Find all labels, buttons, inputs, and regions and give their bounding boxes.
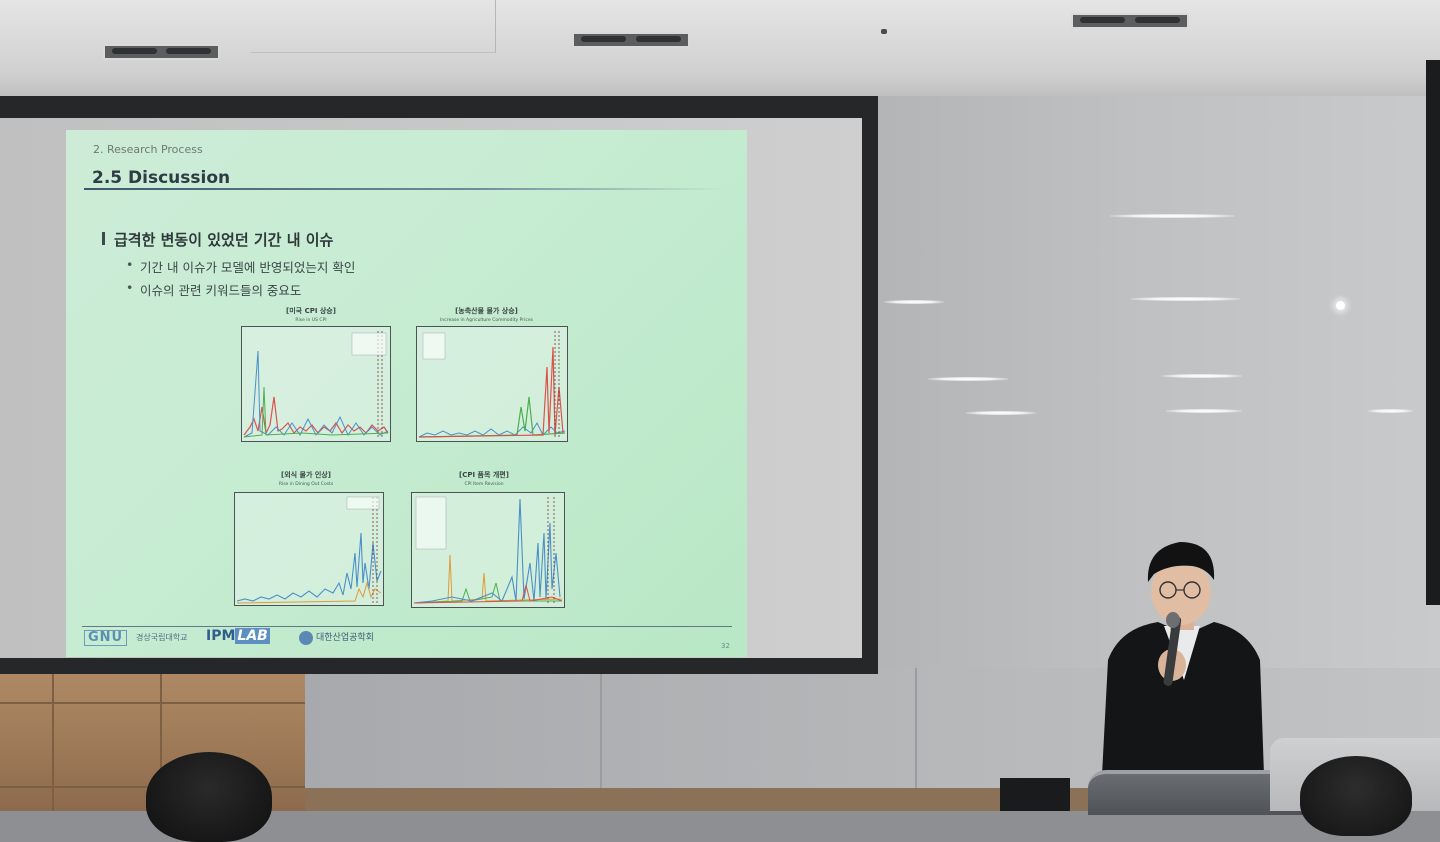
secondary-screen-edge: [1426, 60, 1440, 605]
sub-bullet: 기간 내 이슈가 모델에 반영되었는지 확인: [126, 257, 355, 276]
chart-plot-area: [411, 492, 565, 608]
presenter-hair: [1147, 542, 1215, 582]
monitor-back: [1000, 778, 1070, 811]
university-name: 경상국립대학교: [136, 633, 188, 642]
sub-bullet: 이슈의 관련 키워드들의 중요도: [126, 280, 301, 299]
ceiling-vent: [103, 44, 220, 60]
chart-dining-out: [외식 물가 인상] Rise in Dining Out Costs: [226, 470, 386, 620]
presentation-slide: 2. Research Process 2.5 Discussion 급격한 변…: [66, 130, 747, 657]
slide-title: 2.5 Discussion: [92, 168, 231, 188]
ceiling: [0, 0, 1440, 105]
ceiling-sprinkler: [881, 29, 887, 34]
chart-subtitle: CPI Item Revision: [464, 482, 504, 487]
chart-series-lines: [413, 496, 563, 605]
presenter-face: [1151, 559, 1211, 625]
chart-series-lines: [243, 331, 389, 439]
light-reflection: [1368, 409, 1413, 413]
chart-subtitle: Rise in US CPI: [295, 318, 327, 323]
ceiling-panel-seam: [250, 0, 496, 53]
lab-logo-ipm: IPM: [206, 628, 236, 644]
light-reflection: [928, 377, 1008, 381]
chart-us-cpi: [미국 CPI 상승] Rise in US CPI: [231, 306, 391, 456]
light-reflection: [966, 411, 1036, 415]
society-seal-icon: [299, 630, 313, 645]
chart-plot-area: [416, 326, 568, 442]
presenter-jacket: [1102, 622, 1264, 775]
lab-logo: IPM LAB: [206, 628, 270, 644]
audience-head: [1300, 756, 1412, 836]
audience-head: [146, 752, 272, 842]
chart-cpi-revision: [CPI 품목 개편] CPI Item Revision: [399, 470, 569, 620]
chart-series-lines: [418, 331, 566, 439]
chart-plot-area: [234, 492, 384, 606]
light-reflection: [1166, 409, 1242, 413]
chart-subtitle: Rise in Dining Out Costs: [278, 482, 334, 487]
title-underline: [84, 188, 724, 190]
chart-title: [농축산물 물가 상승]: [455, 307, 518, 315]
chart-subtitle: Increase in Agriculture Commodity Prices: [440, 318, 533, 323]
main-bullet: 급격한 변동이 있었던 기간 내 이슈: [101, 231, 334, 249]
light-reflection: [1130, 297, 1240, 301]
chart-title: [CPI 품목 개편]: [459, 471, 509, 479]
society-name: 대한산업공학회: [316, 633, 374, 643]
lab-logo-lab: LAB: [235, 628, 270, 644]
slide-page-number: 32: [721, 642, 730, 650]
society-logo: 대한산업공학회: [299, 630, 374, 645]
chart-agri-prices: [농축산물 물가 상승] Increase in Agriculture Com…: [404, 306, 569, 456]
ceiling-vent: [1071, 13, 1189, 29]
footer-rule: [82, 626, 732, 627]
slide-breadcrumb: 2. Research Process: [93, 143, 203, 156]
light-reflection: [1336, 301, 1345, 310]
university-logo: GNU: [84, 630, 128, 646]
light-reflection: [1162, 374, 1242, 378]
microphone-icon: [1163, 616, 1182, 686]
light-reflection: [884, 300, 944, 304]
presenter: [1102, 542, 1264, 775]
chart-title: [미국 CPI 상승]: [286, 307, 336, 315]
chart-plot-area: [241, 326, 391, 442]
light-reflection: [1110, 214, 1235, 218]
chart-series-lines: [236, 496, 382, 604]
ceiling-vent: [572, 32, 690, 48]
chart-title: [외식 물가 인상]: [281, 471, 331, 479]
